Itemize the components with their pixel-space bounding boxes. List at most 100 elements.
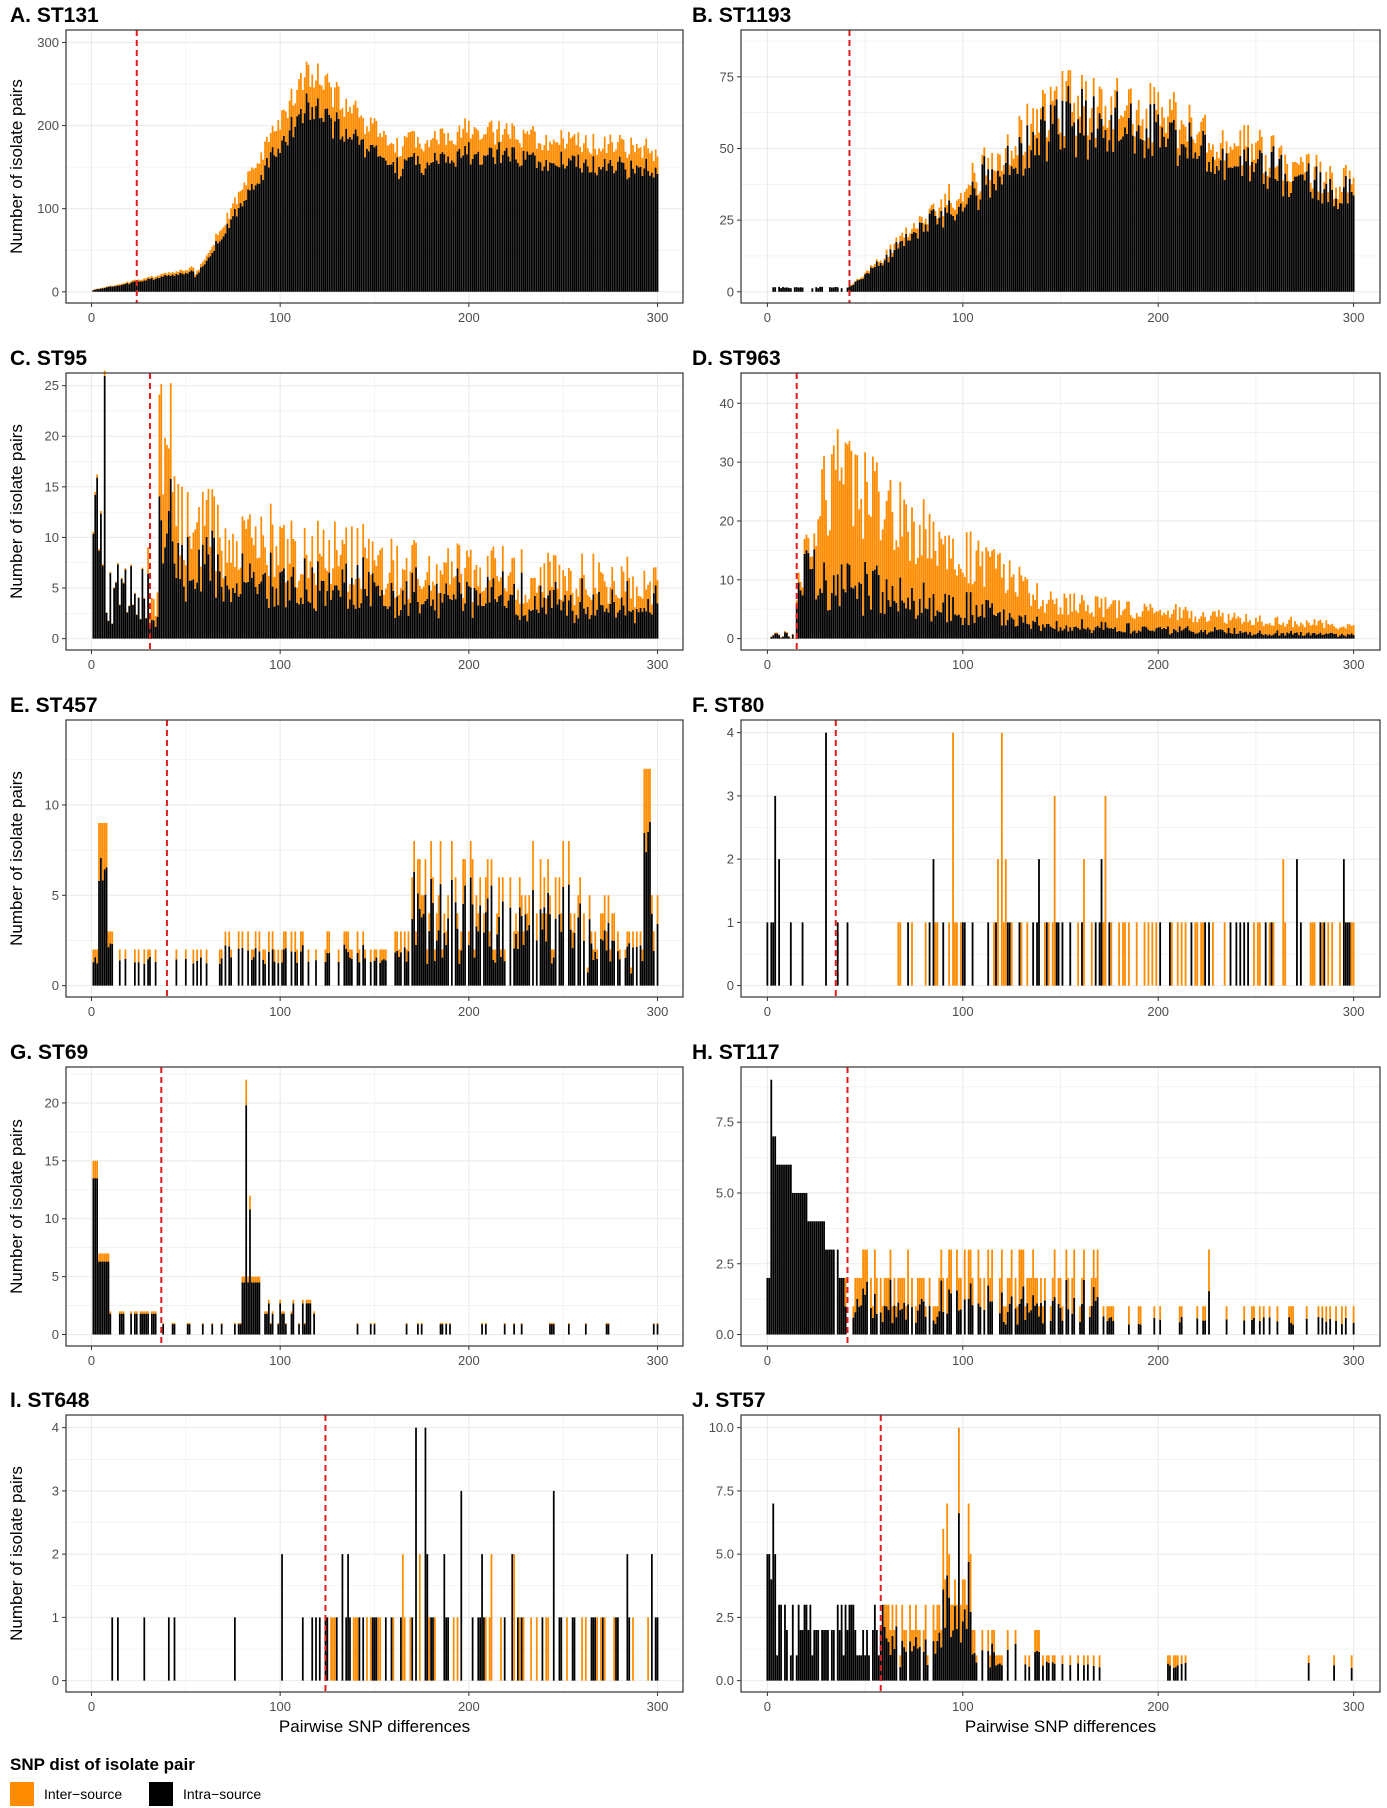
bar-inter [437, 144, 440, 164]
bar-intra [1196, 633, 1199, 639]
bar-intra [1268, 177, 1271, 292]
bar-inter [101, 1253, 104, 1262]
bar-intra [1331, 190, 1334, 292]
bar-intra [420, 1324, 423, 1335]
bar-intra [889, 1655, 892, 1681]
bar-intra [328, 953, 331, 986]
bar-intra [807, 1630, 810, 1681]
bar-intra [226, 585, 229, 639]
bar-intra [987, 1651, 990, 1681]
bar-intra [503, 961, 506, 986]
bar-intra [1045, 623, 1048, 639]
bar-inter [434, 130, 436, 153]
bar-intra [603, 611, 606, 639]
bar-intra [957, 206, 960, 292]
bar-inter [147, 547, 149, 574]
bar-inter [330, 583, 332, 600]
bar-inter [1143, 603, 1146, 627]
bar-intra [1350, 191, 1353, 292]
bar-intra [643, 607, 646, 639]
bar-intra [1071, 126, 1074, 292]
bar-inter [315, 80, 317, 107]
bar-inter [1026, 1277, 1029, 1304]
bar-intra [567, 1324, 570, 1335]
bar-inter [230, 949, 232, 958]
bar-inter [891, 512, 894, 586]
bar-intra [445, 1324, 448, 1335]
x-tick-label: 300 [1343, 1353, 1365, 1368]
bar-inter [424, 859, 427, 895]
bar-inter [160, 273, 163, 277]
bar-inter [403, 1617, 406, 1681]
bar-inter [147, 949, 149, 960]
bar-intra [950, 1293, 952, 1335]
bar-inter [513, 1554, 515, 1681]
bar-intra [656, 1324, 659, 1335]
bar-intra [1276, 180, 1279, 292]
bar-intra [840, 564, 843, 639]
bar-inter [1051, 1655, 1054, 1663]
bar-intra [381, 960, 383, 986]
bar-intra [235, 583, 238, 639]
bar-inter [628, 154, 631, 178]
bar-intra [445, 162, 448, 292]
bar-inter [975, 1655, 978, 1663]
bar-intra [430, 1617, 432, 1681]
bar-inter [1122, 610, 1124, 633]
bar-inter [100, 1253, 102, 1262]
bar-intra [913, 1645, 915, 1681]
bar-intra [1094, 627, 1097, 639]
bar-inter [891, 252, 894, 257]
bar-intra [1051, 1662, 1054, 1681]
bar-inter [152, 1311, 155, 1314]
bar-intra [369, 961, 372, 986]
bar-intra [1335, 198, 1337, 292]
bar-inter [1333, 198, 1335, 207]
bar-intra [400, 952, 402, 986]
bar-inter [294, 541, 297, 588]
bar-inter [647, 584, 649, 599]
bar-inter [997, 153, 999, 171]
bar-inter [975, 182, 978, 196]
bar-intra [217, 554, 219, 639]
bar-inter [1049, 1306, 1052, 1321]
bar-intra [196, 274, 199, 292]
bar-intra [420, 172, 423, 292]
bar-intra [1020, 143, 1023, 292]
bar-inter [137, 596, 140, 598]
bar-intra [450, 160, 453, 292]
bar-intra [143, 963, 146, 986]
bar-inter [911, 922, 913, 986]
bar-intra [1225, 1319, 1228, 1335]
bar-inter [1292, 162, 1294, 181]
bar-intra [364, 157, 366, 292]
bar-inter [400, 588, 402, 610]
bar-intra [477, 1617, 480, 1681]
bar-inter [341, 108, 344, 137]
bar-inter [1327, 192, 1330, 203]
bar-inter [220, 949, 223, 959]
bar-intra [973, 622, 976, 639]
panel-title: I. ST648 [10, 1389, 90, 1412]
bar-inter [1319, 619, 1322, 633]
bar-intra [439, 884, 442, 986]
bar-intra [139, 619, 142, 639]
bar-intra [877, 265, 880, 292]
bar-inter [324, 75, 327, 109]
bar-inter [1006, 589, 1009, 620]
bar-inter [1165, 614, 1167, 629]
bar-intra [573, 932, 576, 986]
bar-intra [1098, 113, 1101, 292]
bar-inter [969, 1554, 972, 1612]
bar-inter [1313, 619, 1316, 633]
bar-inter [1004, 147, 1007, 163]
bar-intra [805, 550, 808, 639]
bar-inter [957, 564, 960, 615]
bar-intra [797, 1604, 800, 1681]
bar-intra [836, 1604, 839, 1681]
bar-inter [320, 556, 323, 581]
bar-intra [1014, 167, 1017, 292]
bar-intra [786, 287, 788, 292]
bar-inter [398, 156, 400, 180]
